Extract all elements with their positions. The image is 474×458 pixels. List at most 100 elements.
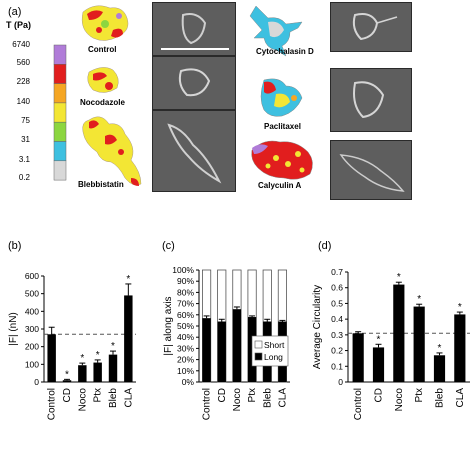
calyculin-micrograph (330, 140, 412, 200)
cell-label-control: Control (88, 45, 117, 54)
x-tick-label: Noco (77, 388, 88, 412)
traction-maps-left (81, 5, 142, 186)
bar (372, 347, 385, 382)
y-tick-label: 600 (25, 271, 39, 281)
nocodazole-micrograph (152, 56, 236, 110)
colorbar-title: T (Pa) (6, 20, 32, 30)
colorbar-tick: 228 (16, 77, 30, 86)
cytochalasin-traction-map (249, 5, 303, 57)
bar (454, 314, 466, 382)
y-tick-label: 200 (25, 342, 39, 352)
legend-label: Long (264, 352, 283, 362)
colorbar-swatch (53, 160, 67, 181)
x-tick-label: Control (353, 388, 364, 420)
panel-label-a: (a) (8, 6, 22, 18)
x-tick-label: Control (47, 388, 58, 420)
paclitaxel-traction-map (260, 78, 303, 117)
bar (78, 365, 87, 382)
y-tick-label: 60% (177, 310, 194, 320)
x-tick-label: Ptx (247, 388, 258, 402)
y-tick-label: 100% (172, 265, 194, 275)
significance-mark: * (397, 272, 401, 283)
y-tick-label: 0.2 (331, 346, 343, 356)
x-tick-label: CD (374, 388, 385, 402)
bar (413, 306, 425, 382)
nocodazole-traction-map (87, 67, 119, 93)
x-tick-label: CD (62, 388, 73, 402)
legend-label: Short (264, 340, 285, 350)
y-tick-label: 0.6 (331, 283, 343, 293)
panel-label-b: (b) (8, 240, 22, 252)
colorbar-tick: 6740 (12, 40, 30, 49)
x-tick-label: Noco (394, 388, 405, 412)
x-tick-label: Ptx (93, 388, 104, 402)
chart-d: 0 0.1 0.2 0.3 0.4 0.5 0.6 0.7 Average Circularit… (312, 267, 470, 420)
y-tick-label: 10% (177, 366, 194, 376)
y-tick-label: 0 (338, 377, 343, 387)
bar (433, 355, 446, 382)
colorbar-tick: 75 (21, 116, 30, 125)
chart-b: 0 100 200 300 400 500 600 |F| (nN) Control * CD * No… (8, 271, 136, 420)
legend-swatch (254, 352, 263, 361)
cell-label-cytochalasin: Cytochalasin D (256, 47, 314, 56)
bar (108, 354, 118, 382)
significance-mark: * (417, 294, 421, 305)
x-tick-label: Bleb (435, 388, 446, 408)
significance-mark: * (458, 302, 462, 313)
control-micrograph (152, 2, 236, 56)
y-tick-label: 300 (25, 324, 39, 334)
y-tick-label: 40% (177, 332, 194, 342)
x-tick-label: Ptx (414, 388, 425, 402)
colorbar-tick: 140 (16, 97, 30, 106)
significance-mark: * (377, 334, 381, 345)
calyculin-traction-map (251, 140, 313, 180)
x-tick-label: Bleb (108, 388, 119, 408)
panel-label-d: (d) (318, 240, 332, 252)
control-traction-map (81, 5, 129, 41)
bar (393, 284, 405, 382)
bar (124, 295, 133, 382)
y-axis-label: Average Circularity (312, 285, 323, 369)
y-tick-label: 0 (34, 377, 39, 387)
x-tick-label: CLA (455, 388, 466, 408)
colorbar-svg (53, 44, 67, 181)
y-tick-label: 80% (177, 287, 194, 297)
paclitaxel-micrograph (330, 68, 412, 132)
colorbar-tick: 560 (16, 58, 30, 67)
y-tick-label: 20% (177, 355, 194, 365)
colorbar-tick: 0.2 (18, 173, 30, 182)
y-tick-label: 90% (177, 276, 194, 286)
y-axis-label: |F| (nN) (8, 312, 19, 346)
y-tick-label: 100 (25, 359, 39, 369)
bar-long (202, 318, 211, 382)
bar (62, 380, 72, 382)
bar-long (232, 309, 242, 382)
cell-label-nocodazole: Nocodazole (80, 98, 125, 107)
significance-mark: * (80, 353, 84, 364)
y-tick-label: 50% (177, 321, 194, 331)
y-tick-label: 400 (25, 306, 39, 316)
y-tick-label: 0.3 (331, 330, 343, 340)
significance-mark: * (111, 341, 115, 352)
y-tick-label: 0.4 (331, 314, 343, 324)
bar (352, 333, 364, 382)
x-tick-label: CLA (123, 388, 134, 408)
y-tick-label: 0.1 (331, 361, 343, 371)
legend-swatch (254, 340, 263, 349)
bar (47, 334, 56, 382)
cell-label-paclitaxel: Paclitaxel (264, 122, 301, 131)
bar (93, 362, 102, 382)
colorbar-tick: 3.1 (18, 155, 30, 164)
y-tick-label: 500 (25, 289, 39, 299)
y-tick-label: 0% (182, 377, 195, 387)
y-tick-label: 0.5 (331, 298, 343, 308)
y-axis-label: |F| along axis (163, 296, 174, 355)
bar-long (217, 321, 226, 382)
x-tick-label: Noco (232, 388, 243, 412)
x-tick-label: CD (217, 388, 228, 402)
significance-mark: * (438, 343, 442, 354)
cytochalasin-micrograph (330, 2, 412, 52)
y-tick-label: 0.7 (331, 267, 343, 277)
